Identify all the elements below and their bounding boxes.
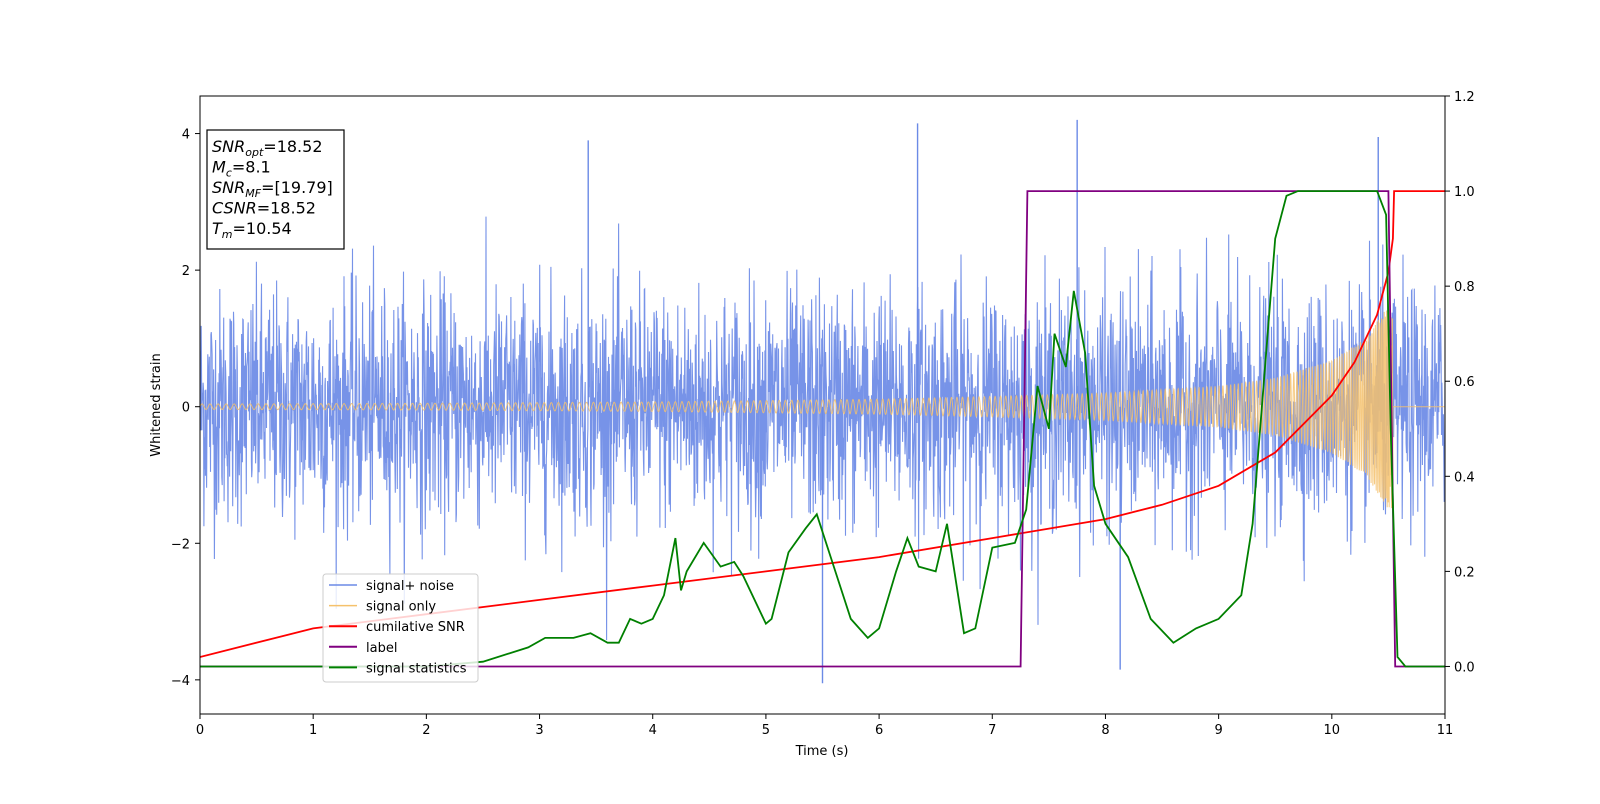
series-label [200, 190, 1445, 668]
y-right-tick-label-1: 0.2 [1454, 565, 1475, 580]
y-right-tick-label-0: 0.0 [1454, 660, 1475, 675]
annotation-line-3: CSNR=18.52 [212, 199, 316, 218]
y-right-tick-label-6: 1.2 [1454, 90, 1475, 105]
annotation-line-0: SNRopt=18.52 [212, 137, 323, 159]
legend-label-4: signal statistics [366, 661, 467, 676]
annotation-value: =[19.79] [261, 178, 333, 197]
x-tick-label-9: 9 [1214, 723, 1222, 738]
annotation-var: T [212, 219, 223, 238]
x-tick-label-11: 11 [1437, 723, 1454, 738]
y-left-tick-label-2: 0 [182, 401, 190, 416]
x-tick-label-6: 6 [875, 723, 883, 738]
annotation-var: SNR [212, 178, 245, 197]
annotation-var: CSNR [212, 199, 257, 218]
y-left-tick-label-0: −4 [171, 674, 190, 689]
legend: signal+ noise signal only cumilative SNR la… [322, 573, 479, 683]
y-right-tick-label-2: 0.4 [1454, 470, 1475, 485]
annotation-value: =8.1 [232, 158, 271, 177]
y-right-tick-label-3: 0.6 [1454, 375, 1475, 390]
annotation-line-1: Mc=8.1 [212, 158, 271, 180]
x-tick-label-4: 4 [649, 723, 657, 738]
y-axis-label: Whitened strain [149, 353, 164, 456]
legend-label-1: signal only [366, 600, 436, 615]
y-left-tick-label-1: −2 [171, 537, 190, 552]
x-axis-label: Time (s) [795, 744, 849, 759]
annotation-sub: opt [245, 146, 264, 159]
x-tick-label-7: 7 [988, 723, 996, 738]
annotation-sub: m [222, 228, 233, 241]
y-left-tick-label-3: 2 [182, 264, 190, 279]
x-tick-label-1: 1 [309, 723, 317, 738]
series-cumulative-snr [200, 190, 1445, 658]
annotation-sub: c [226, 167, 232, 180]
x-tick-label-2: 2 [422, 723, 430, 738]
legend-label-2: cumilative SNR [366, 620, 465, 635]
y-left-tick-label-4: 4 [182, 128, 190, 143]
series-layer [200, 119, 1445, 684]
annotation-line-2: SNRMF=[19.79] [212, 178, 333, 200]
annotation-frame [206, 129, 345, 250]
annotation-value: =10.54 [233, 219, 292, 238]
plot-frame [199, 95, 1446, 715]
y-right-tick-label-4: 0.8 [1454, 280, 1475, 295]
series-signal-only [200, 308, 1445, 509]
annotation-sub: MF [245, 187, 261, 200]
legend-label-3: label [366, 641, 397, 656]
legend-frame [322, 573, 479, 683]
annotation-var: M [212, 158, 226, 177]
x-tick-label-0: 0 [196, 723, 204, 738]
x-tick-label-8: 8 [1101, 723, 1109, 738]
ticks-layer: 0 1 2 3 4 5 6 7 8 9 10 11 −4 −2 0 2 4 0.0 0.2 0.4 0.6 0.8 1.0 1… [171, 90, 1475, 738]
annotation-value: =18.52 [263, 137, 322, 156]
annotation-value: =18.52 [257, 199, 316, 218]
x-tick-label-5: 5 [762, 723, 770, 738]
annotation-box: SNRopt=18.52Mc=8.1SNRMF=[19.79]CSNR=18.5… [206, 129, 345, 250]
x-tick-label-3: 3 [535, 723, 543, 738]
legend-label-0: signal+ noise [366, 579, 454, 594]
series-signal-statistics [200, 190, 1445, 668]
annotation-line-4: Tm=10.54 [212, 219, 292, 241]
series-signal-noise [200, 216, 1445, 641]
annotation-var: SNR [212, 137, 245, 156]
y-right-tick-label-5: 1.0 [1454, 185, 1475, 200]
x-tick-label-10: 10 [1324, 723, 1341, 738]
